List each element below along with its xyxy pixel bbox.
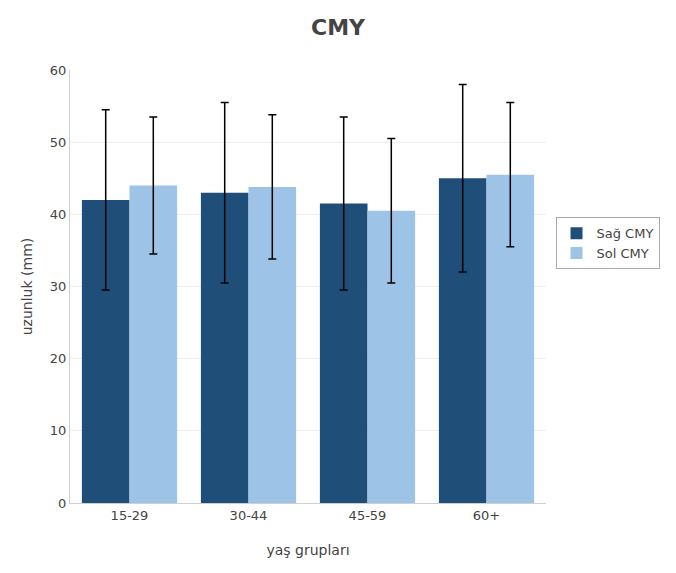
svg-text:CMY: CMY — [311, 15, 366, 40]
svg-text:60+: 60+ — [473, 508, 500, 523]
svg-text:40: 40 — [50, 207, 67, 222]
svg-text:Sağ CMY: Sağ CMY — [597, 226, 654, 241]
svg-text:15-29: 15-29 — [111, 508, 149, 523]
svg-text:60: 60 — [50, 63, 67, 78]
svg-text:45-59: 45-59 — [349, 508, 387, 523]
svg-text:yaş grupları: yaş grupları — [266, 542, 349, 558]
svg-text:30: 30 — [50, 279, 67, 294]
svg-text:30-44: 30-44 — [230, 508, 268, 523]
svg-text:uzunluk (mm): uzunluk (mm) — [19, 238, 35, 336]
svg-text:10: 10 — [50, 423, 67, 438]
svg-text:50: 50 — [50, 135, 67, 150]
svg-text:Sol CMY: Sol CMY — [597, 246, 649, 261]
svg-text:0: 0 — [58, 496, 66, 511]
svg-text:20: 20 — [50, 351, 67, 366]
